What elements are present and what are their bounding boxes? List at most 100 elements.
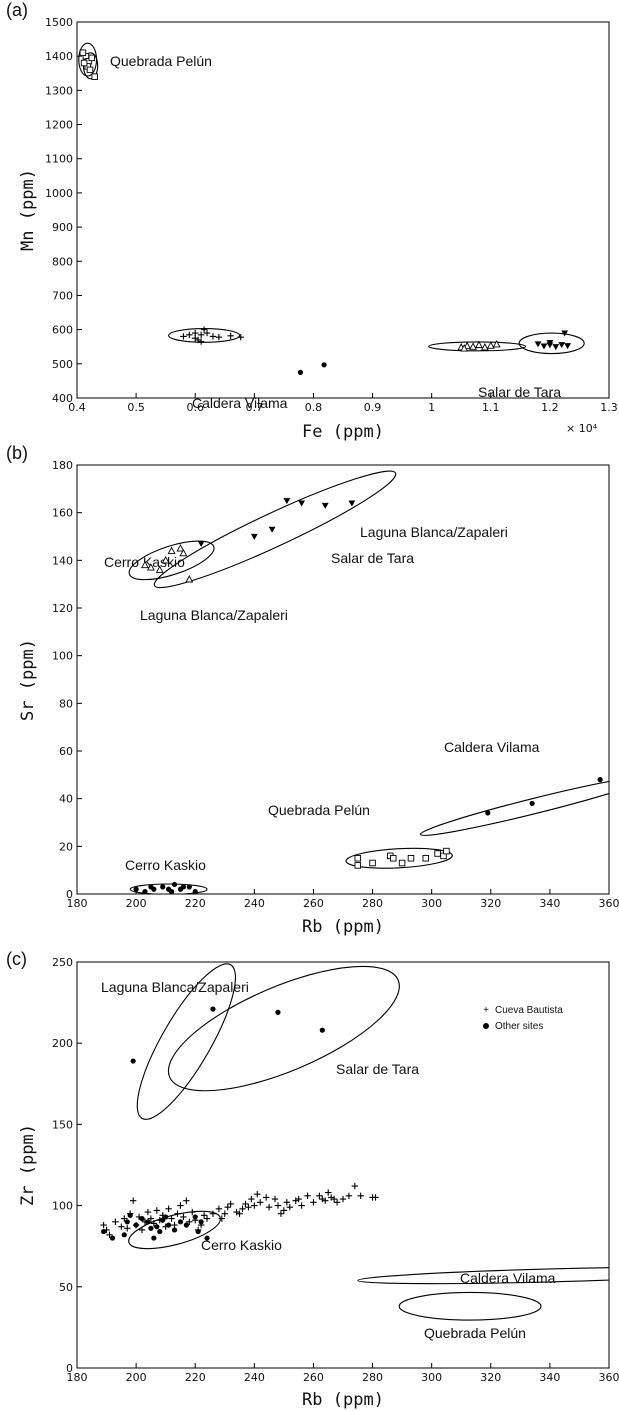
legend-dot-icon — [483, 1023, 489, 1029]
x-tick-label: 300 — [421, 897, 442, 910]
point-cueva-bautista — [203, 1215, 211, 1222]
point-cerro-kaskio — [168, 889, 175, 895]
ellipse-quebrada-pel-n — [398, 1291, 542, 1321]
point-cueva-bautista — [150, 1220, 158, 1227]
point-cueva-bautista — [292, 1197, 299, 1204]
point-cerro-kaskio — [148, 884, 154, 890]
legend: + Cueva Bautista Other sites — [483, 1005, 563, 1032]
panel-c-ellipses — [128, 963, 609, 1321]
point-salar-de-tara — [298, 500, 306, 507]
ellipse-laguna-blanca-zapaleri — [128, 540, 215, 581]
point-cueva-bautista — [372, 1194, 379, 1201]
point-quebrada-pel-n — [79, 49, 87, 57]
y-tick-label: 20 — [59, 840, 73, 853]
y-tick-label: 60 — [59, 745, 73, 758]
ellipse-salar-de-tara — [153, 470, 397, 589]
point-other-sites — [163, 1214, 169, 1220]
y-tick-label: 200 — [52, 1037, 73, 1050]
point-laguna-blanca-zapaleri — [146, 563, 155, 571]
point-salar-de-tara — [197, 541, 205, 548]
point-cerro-kaskio — [227, 332, 234, 339]
ellipse-laguna-blanca-zapaleri — [136, 963, 237, 1120]
y-tick-label: 40 — [59, 793, 73, 806]
point-other-sites — [130, 1058, 136, 1064]
panel-b-xlabel: Rb (ppm) — [302, 917, 384, 937]
point-cueva-bautista — [310, 1199, 317, 1206]
point-cueva-bautista — [189, 1208, 196, 1216]
point-salar-de-tara — [552, 344, 560, 351]
point-cueva-bautista — [339, 1195, 347, 1203]
point-salar-de-tara — [250, 533, 258, 540]
point-cueva-bautista — [183, 1197, 190, 1204]
point-cueva-bautista — [168, 1215, 175, 1222]
point-cueva-bautista — [138, 1226, 146, 1234]
panel-b-ticks: 180 200 220 240 260 280 300 320 340 360 0 20 40 60 80 1… — [52, 459, 619, 910]
point-cerro-kaskio — [197, 331, 205, 338]
point-quebrada-pel-n — [354, 862, 362, 869]
point-cueva-bautista — [112, 1218, 119, 1226]
point-cueva-bautista — [322, 1197, 329, 1204]
point-quebrada-pel-n — [91, 73, 98, 80]
point-cueva-bautista — [236, 1210, 243, 1217]
point-other-sites — [124, 1219, 130, 1225]
panel-a-ticks: 0.4 0.5 0.6 0.7 0.8 0.9 1 1.1 1.2 1.3 400 500 600 700… — [45, 16, 618, 414]
point-cerro-kaskio — [160, 884, 166, 890]
label-caldera-vilama-a: Caldera Vilama — [192, 395, 288, 411]
point-cueva-bautista — [277, 1210, 285, 1217]
point-cueva-bautista — [221, 1210, 228, 1217]
point-cueva-bautista — [200, 1212, 208, 1219]
point-cueva-bautista — [171, 1221, 178, 1229]
y-tick-label: 100 — [52, 1200, 73, 1213]
y-tick-label: 160 — [52, 507, 73, 520]
label-quebrada-pelun-c: Quebrada Pelún — [424, 1325, 526, 1341]
point-cueva-bautista — [280, 1207, 288, 1214]
point-salar-de-tara — [564, 343, 572, 350]
y-tick-label: 140 — [52, 554, 73, 567]
point-cueva-bautista — [251, 1202, 258, 1209]
x-tick-label: 200 — [126, 897, 147, 910]
point-other-sites — [151, 1235, 157, 1241]
point-cueva-bautista — [345, 1192, 353, 1200]
point-cueva-bautista — [100, 1221, 107, 1229]
point-cerro-kaskio — [215, 333, 223, 341]
point-salar-de-tara — [534, 341, 542, 348]
panel-c: (c) 180 200 220 240 260 280 300 320 340 360 0 50 100… — [6, 949, 619, 1410]
point-other-sites — [127, 1212, 133, 1218]
point-quebrada-pel-n — [80, 59, 88, 67]
point-other-sites — [195, 1228, 201, 1235]
label-caldera-vilama-b: Caldera Vilama — [444, 739, 540, 755]
point-other-sites — [133, 1222, 139, 1228]
label-caldera-vilama-c: Caldera Vilama — [460, 1270, 556, 1286]
point-cueva-bautista — [124, 1225, 131, 1232]
point-other-sites — [177, 1219, 184, 1225]
point-cueva-bautista — [218, 1215, 226, 1222]
point-cerro-kaskio — [237, 333, 244, 341]
point-caldera-vilama — [297, 369, 304, 375]
y-tick-label: 800 — [52, 255, 73, 268]
point-salar-de-tara — [540, 343, 548, 350]
point-salar-de-tara — [546, 340, 554, 347]
panel-a-x-multiplier: × 10⁴ — [566, 422, 598, 435]
y-tick-label: 80 — [59, 697, 73, 710]
point-cerro-kaskio — [203, 329, 211, 337]
point-other-sites — [154, 1224, 160, 1230]
point-other-sites — [192, 1214, 198, 1220]
point-cueva-bautista — [106, 1231, 113, 1239]
ellipse-laguna-blanca-zapaleri — [428, 341, 527, 352]
point-cueva-bautista — [316, 1192, 323, 1200]
legend-other-sites: Other sites — [495, 1021, 543, 1032]
point-cerro-kaskio — [192, 889, 198, 895]
y-tick-label: 500 — [52, 358, 73, 371]
y-tick-label: 1100 — [45, 153, 73, 166]
point-cueva-bautista — [351, 1182, 359, 1190]
panel-c-points — [100, 1006, 379, 1241]
point-cueva-bautista — [257, 1199, 264, 1206]
point-quebrada-pel-n — [354, 855, 362, 862]
y-tick-label: 400 — [52, 392, 73, 405]
point-caldera-vilama — [321, 362, 327, 368]
point-cerro-kaskio — [180, 884, 186, 890]
panel-c-frame — [76, 961, 610, 1369]
point-laguna-blanca-zapaleri — [179, 548, 188, 557]
x-tick-label: 0.6 — [186, 401, 204, 414]
panel-a-letter: (a) — [6, 0, 28, 20]
